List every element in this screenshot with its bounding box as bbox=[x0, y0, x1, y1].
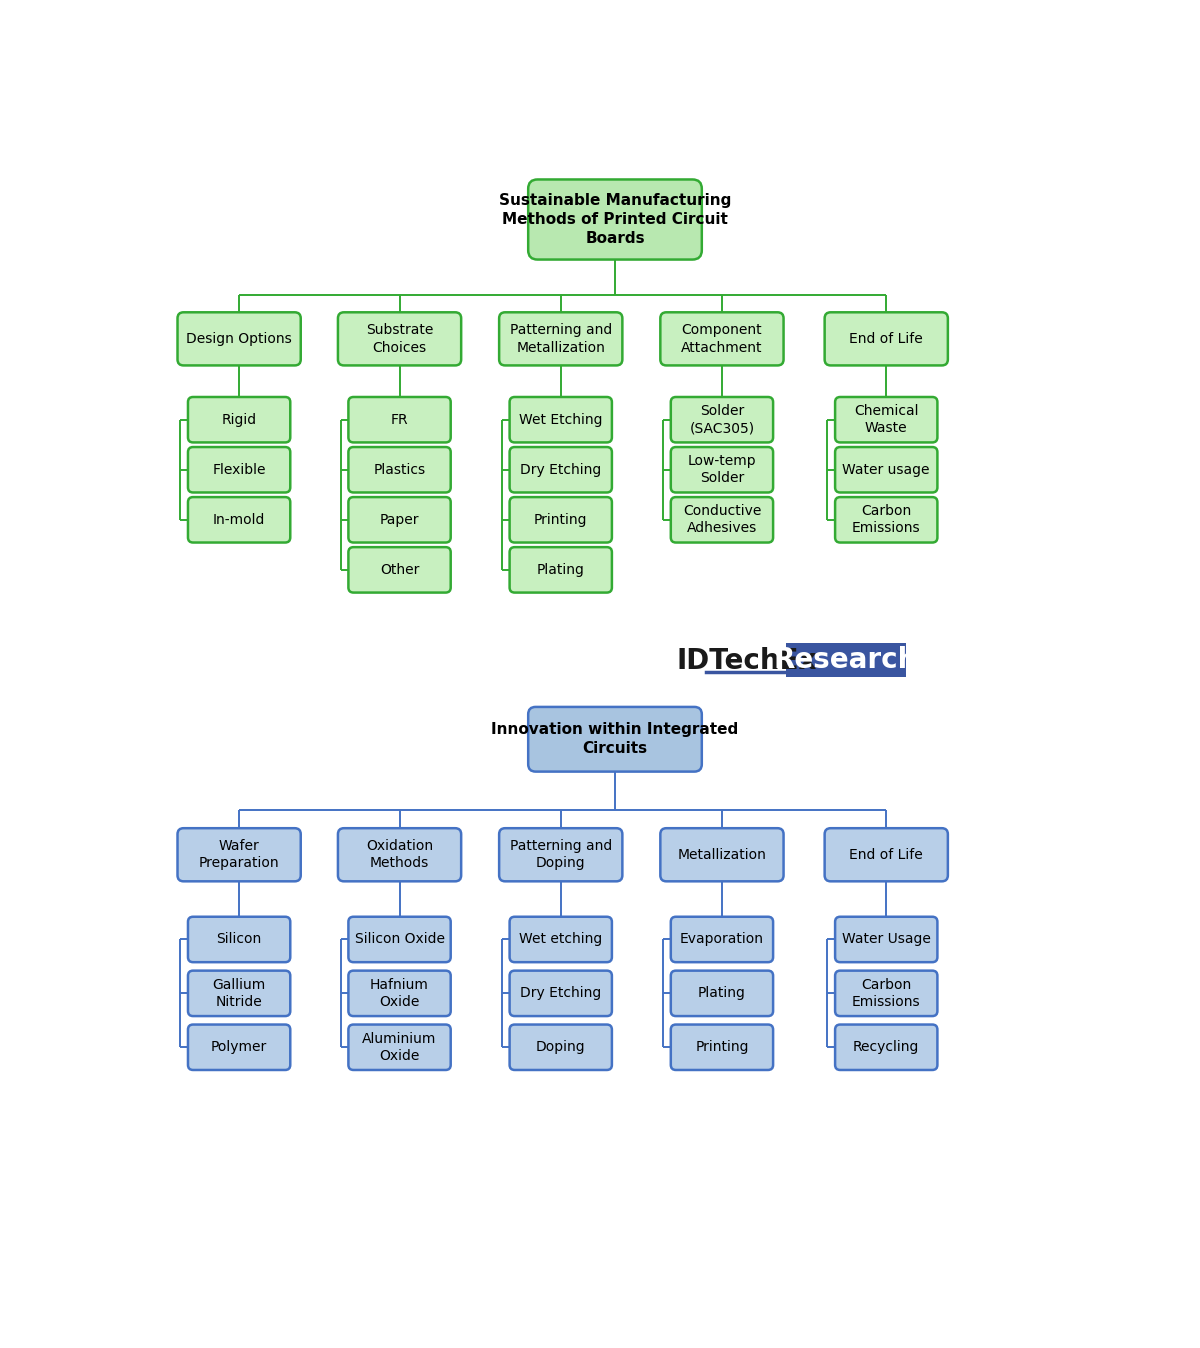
Text: Sustainable Manufacturing
Methods of Printed Circuit
Boards: Sustainable Manufacturing Methods of Pri… bbox=[499, 193, 731, 245]
Text: Solder
(SAC305): Solder (SAC305) bbox=[689, 404, 755, 435]
Text: End of Life: End of Life bbox=[850, 332, 923, 346]
Text: Component
Attachment: Component Attachment bbox=[682, 324, 763, 355]
FancyBboxPatch shape bbox=[835, 448, 937, 492]
FancyBboxPatch shape bbox=[824, 313, 948, 365]
Text: Chemical
Waste: Chemical Waste bbox=[854, 404, 918, 435]
FancyBboxPatch shape bbox=[835, 971, 937, 1016]
FancyBboxPatch shape bbox=[188, 971, 290, 1016]
FancyBboxPatch shape bbox=[178, 828, 301, 882]
FancyBboxPatch shape bbox=[510, 497, 612, 542]
Text: Plastics: Plastics bbox=[373, 462, 426, 477]
FancyBboxPatch shape bbox=[671, 971, 773, 1016]
Text: Other: Other bbox=[380, 563, 419, 577]
FancyBboxPatch shape bbox=[348, 917, 451, 962]
Text: Carbon
Emissions: Carbon Emissions bbox=[852, 504, 920, 535]
FancyBboxPatch shape bbox=[510, 547, 612, 593]
FancyBboxPatch shape bbox=[786, 643, 906, 677]
FancyBboxPatch shape bbox=[835, 917, 937, 962]
Text: FR: FR bbox=[391, 412, 408, 427]
FancyBboxPatch shape bbox=[348, 1024, 451, 1070]
FancyBboxPatch shape bbox=[671, 497, 773, 542]
Text: IDTechEx: IDTechEx bbox=[677, 647, 817, 675]
FancyBboxPatch shape bbox=[348, 497, 451, 542]
Text: Polymer: Polymer bbox=[211, 1041, 268, 1054]
Text: Wet Etching: Wet Etching bbox=[520, 412, 602, 427]
FancyBboxPatch shape bbox=[499, 313, 623, 365]
Text: Water Usage: Water Usage bbox=[842, 933, 931, 946]
FancyBboxPatch shape bbox=[835, 497, 937, 542]
Text: Recycling: Recycling bbox=[853, 1041, 919, 1054]
Text: Carbon
Emissions: Carbon Emissions bbox=[852, 977, 920, 1010]
Text: In-mold: In-mold bbox=[212, 512, 265, 527]
FancyBboxPatch shape bbox=[528, 179, 702, 260]
Text: Aluminium
Oxide: Aluminium Oxide bbox=[362, 1031, 437, 1064]
Text: Conductive
Adhesives: Conductive Adhesives bbox=[683, 504, 761, 535]
Text: Design Options: Design Options bbox=[186, 332, 292, 346]
FancyBboxPatch shape bbox=[348, 398, 451, 442]
Text: Wet etching: Wet etching bbox=[520, 933, 602, 946]
Text: Dry Etching: Dry Etching bbox=[520, 987, 601, 1000]
FancyBboxPatch shape bbox=[671, 1024, 773, 1070]
FancyBboxPatch shape bbox=[178, 313, 301, 365]
FancyBboxPatch shape bbox=[510, 917, 612, 962]
FancyBboxPatch shape bbox=[348, 448, 451, 492]
Text: Evaporation: Evaporation bbox=[680, 933, 764, 946]
Text: Research: Research bbox=[773, 646, 918, 674]
FancyBboxPatch shape bbox=[671, 398, 773, 442]
FancyBboxPatch shape bbox=[338, 828, 461, 882]
Text: Paper: Paper bbox=[379, 512, 419, 527]
FancyBboxPatch shape bbox=[188, 917, 290, 962]
FancyBboxPatch shape bbox=[510, 398, 612, 442]
FancyBboxPatch shape bbox=[671, 917, 773, 962]
Text: Doping: Doping bbox=[536, 1041, 586, 1054]
FancyBboxPatch shape bbox=[348, 547, 451, 593]
FancyBboxPatch shape bbox=[528, 706, 702, 771]
FancyBboxPatch shape bbox=[348, 971, 451, 1016]
FancyBboxPatch shape bbox=[499, 828, 623, 882]
FancyBboxPatch shape bbox=[338, 313, 461, 365]
Text: Flexible: Flexible bbox=[212, 462, 266, 477]
Text: Patterning and
Doping: Patterning and Doping bbox=[510, 838, 612, 871]
FancyBboxPatch shape bbox=[835, 1024, 937, 1070]
FancyBboxPatch shape bbox=[660, 828, 784, 882]
Text: Low-temp
Solder: Low-temp Solder bbox=[688, 454, 756, 485]
Text: Hafnium
Oxide: Hafnium Oxide bbox=[370, 977, 428, 1010]
FancyBboxPatch shape bbox=[510, 971, 612, 1016]
FancyBboxPatch shape bbox=[660, 313, 784, 365]
Text: Oxidation
Methods: Oxidation Methods bbox=[366, 838, 433, 871]
Text: Substrate
Choices: Substrate Choices bbox=[366, 324, 433, 355]
FancyBboxPatch shape bbox=[835, 398, 937, 442]
Text: Gallium
Nitride: Gallium Nitride bbox=[212, 977, 265, 1010]
FancyBboxPatch shape bbox=[188, 1024, 290, 1070]
FancyBboxPatch shape bbox=[188, 448, 290, 492]
Text: Silicon Oxide: Silicon Oxide bbox=[354, 933, 444, 946]
Text: Silicon: Silicon bbox=[216, 933, 262, 946]
Text: Innovation within Integrated
Circuits: Innovation within Integrated Circuits bbox=[491, 723, 739, 756]
Text: Rigid: Rigid bbox=[222, 412, 257, 427]
Text: Plating: Plating bbox=[536, 563, 584, 577]
Text: Printing: Printing bbox=[695, 1041, 749, 1054]
FancyBboxPatch shape bbox=[510, 448, 612, 492]
Text: End of Life: End of Life bbox=[850, 848, 923, 861]
Text: Dry Etching: Dry Etching bbox=[520, 462, 601, 477]
FancyBboxPatch shape bbox=[188, 497, 290, 542]
Text: Printing: Printing bbox=[534, 512, 588, 527]
Text: Water usage: Water usage bbox=[842, 462, 930, 477]
Text: Patterning and
Metallization: Patterning and Metallization bbox=[510, 324, 612, 355]
FancyBboxPatch shape bbox=[824, 828, 948, 882]
Text: Metallization: Metallization bbox=[678, 848, 767, 861]
FancyBboxPatch shape bbox=[188, 398, 290, 442]
FancyBboxPatch shape bbox=[671, 448, 773, 492]
Text: Plating: Plating bbox=[698, 987, 746, 1000]
Text: Wafer
Preparation: Wafer Preparation bbox=[199, 838, 280, 871]
FancyBboxPatch shape bbox=[510, 1024, 612, 1070]
